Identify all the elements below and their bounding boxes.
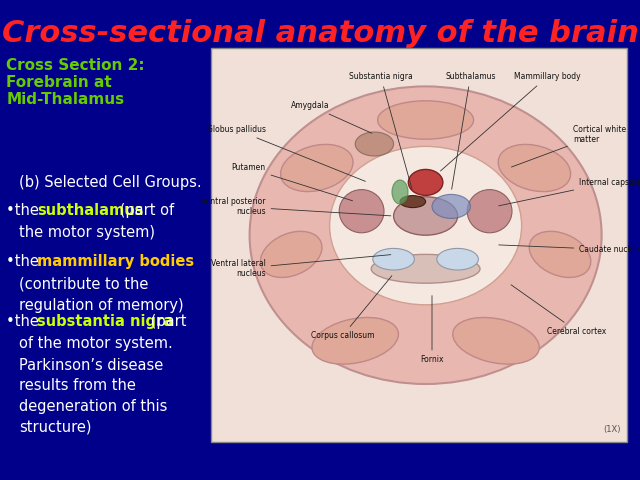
Text: Amygdala: Amygdala — [291, 101, 372, 133]
Ellipse shape — [392, 180, 408, 204]
Text: •the: •the — [6, 314, 44, 329]
Text: Fornix: Fornix — [420, 296, 444, 364]
Ellipse shape — [452, 317, 540, 364]
Circle shape — [408, 169, 443, 195]
Text: Internal capsule: Internal capsule — [499, 178, 640, 206]
Ellipse shape — [372, 249, 415, 270]
Ellipse shape — [529, 231, 591, 277]
Text: degeneration of this: degeneration of this — [19, 399, 168, 414]
FancyBboxPatch shape — [211, 48, 627, 442]
Text: •the: •the — [6, 203, 44, 217]
Ellipse shape — [400, 196, 426, 207]
Text: Subthalamus: Subthalamus — [445, 72, 495, 189]
Ellipse shape — [394, 197, 458, 235]
Text: Substantia nigra: Substantia nigra — [349, 72, 413, 189]
Ellipse shape — [339, 190, 384, 233]
Text: of the motor system.: of the motor system. — [19, 336, 173, 351]
Text: Cross-sectional anatomy of the brain: Cross-sectional anatomy of the brain — [1, 19, 639, 48]
Text: substantia nigra: substantia nigra — [37, 314, 173, 329]
Ellipse shape — [330, 146, 522, 305]
Text: (b) Selected Cell Groups.: (b) Selected Cell Groups. — [19, 175, 202, 190]
Ellipse shape — [378, 101, 474, 139]
Text: Putamen: Putamen — [232, 164, 353, 201]
Text: (part: (part — [146, 314, 186, 329]
Text: structure): structure) — [19, 419, 92, 434]
Ellipse shape — [498, 144, 571, 192]
Text: mammillary bodies: mammillary bodies — [37, 254, 195, 269]
Text: Mammillary body: Mammillary body — [440, 72, 580, 171]
Text: (part of: (part of — [115, 203, 174, 217]
Text: Cross Section 2:
Forebrain at
Mid-Thalamus: Cross Section 2: Forebrain at Mid-Thalam… — [6, 58, 145, 108]
Text: Parkinson’s disease: Parkinson’s disease — [19, 358, 163, 372]
Ellipse shape — [280, 144, 353, 192]
Text: Corpus callosum: Corpus callosum — [310, 276, 392, 340]
Ellipse shape — [355, 132, 394, 156]
Text: (contribute to the: (contribute to the — [19, 276, 148, 291]
Text: Cortical white
matter: Cortical white matter — [511, 125, 626, 167]
Text: regulation of memory): regulation of memory) — [19, 298, 184, 312]
Text: subthalamus: subthalamus — [37, 203, 143, 217]
Text: Ventral lateral
nucleus: Ventral lateral nucleus — [211, 255, 391, 278]
Text: Ventral posterior
nucleus: Ventral posterior nucleus — [201, 197, 391, 216]
Ellipse shape — [432, 194, 470, 218]
Text: Caudate nucleus: Caudate nucleus — [499, 245, 640, 254]
Ellipse shape — [250, 86, 602, 384]
Text: (1X): (1X) — [604, 425, 621, 434]
Ellipse shape — [437, 249, 479, 270]
Ellipse shape — [260, 231, 322, 277]
Text: •the: •the — [6, 254, 44, 269]
Ellipse shape — [467, 190, 512, 233]
Ellipse shape — [312, 317, 399, 364]
Text: results from the: results from the — [19, 378, 136, 393]
Ellipse shape — [371, 254, 480, 283]
Text: Globus pallidus: Globus pallidus — [207, 125, 365, 181]
Text: the motor system): the motor system) — [19, 225, 155, 240]
Text: Cerebral cortex: Cerebral cortex — [511, 285, 607, 336]
